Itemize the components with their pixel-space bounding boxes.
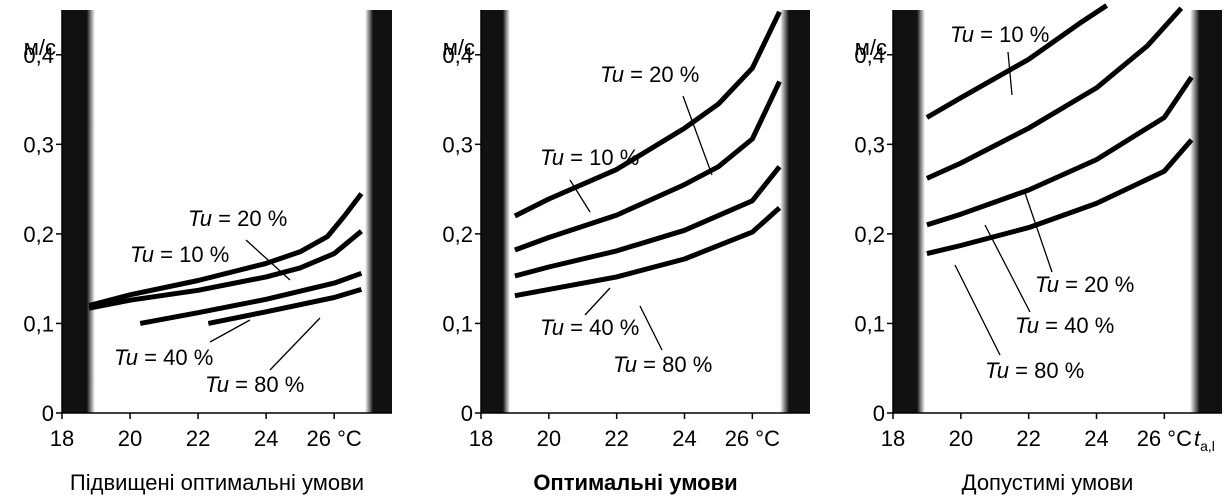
- x-tick-label: 26 °C: [307, 426, 362, 451]
- x-tick-label: 18: [469, 426, 493, 451]
- x-tick-label: 22: [604, 426, 628, 451]
- y-tick-label: 0: [461, 401, 473, 426]
- chart-panel-1: 0 0,1 0,2 0,3 0,4м/с 18 20 22 24 26 °C Tu = 20 % Tu…: [23, 10, 392, 495]
- x-tick-label: 26 °C: [725, 426, 780, 451]
- annotation-leader: [209, 319, 251, 343]
- panel-caption: Допустимі умови: [962, 470, 1134, 495]
- series-line-2: [513, 10, 782, 219]
- x-tick-label: 24: [254, 426, 278, 451]
- right-limit-band: [780, 10, 810, 413]
- series-annotation: Tu = 10 %: [130, 242, 229, 267]
- series-annotation: Tu = 20 %: [1035, 272, 1134, 297]
- annotation-leader: [984, 224, 1031, 313]
- y-unit-label: м/с: [855, 35, 887, 60]
- series-annotation: Tu = 40 %: [1015, 313, 1114, 338]
- series-annotation: Tu = 80 %: [613, 352, 712, 377]
- y-tick-label: 0,2: [442, 222, 473, 247]
- series-line-1: [514, 80, 782, 253]
- y-tick-label: 0,2: [854, 222, 885, 247]
- y-unit-label: м/с: [443, 35, 475, 60]
- annotation-leader: [682, 95, 713, 176]
- y-tick-label: 0,3: [442, 132, 473, 157]
- annotation-leader: [1024, 192, 1053, 273]
- right-limit-band: [1190, 10, 1222, 413]
- series-annotation: Tu = 20 %: [600, 62, 699, 87]
- series-line-3: [514, 165, 782, 279]
- x-tick-label: 18: [50, 426, 74, 451]
- y-tick-label: 0,2: [23, 222, 54, 247]
- annotation-leader: [245, 239, 291, 281]
- x-axis-label: ta,l: [1194, 426, 1215, 454]
- series-line-2: [88, 192, 364, 308]
- x-tick-label: 22: [186, 426, 210, 451]
- y-tick-label: 0: [42, 401, 54, 426]
- series-line-1: [88, 229, 363, 311]
- x-tick-label: 24: [1084, 426, 1108, 451]
- y-tick-label: 0,1: [442, 311, 473, 336]
- y-tick-label: 0,4: [442, 43, 473, 68]
- series-line-1: [925, 3, 1109, 120]
- series-annotation: Tu = 80 %: [205, 372, 304, 397]
- series-line-3: [926, 75, 1194, 228]
- x-tick-label: 20: [118, 426, 142, 451]
- y-tick-label: 0,1: [23, 311, 54, 336]
- series-annotation: Tu = 20 %: [188, 206, 287, 231]
- x-tick-label: 20: [537, 426, 561, 451]
- y-tick-label: 0,1: [854, 311, 885, 336]
- x-tick-label: 20: [949, 426, 973, 451]
- x-tick-label: 26 °C: [1137, 426, 1192, 451]
- annotation-leader: [569, 179, 591, 213]
- chart-panel-2: 0 0,1 0,2 0,3 0,4м/с 18 20 22 24 26 °C Tu = 20 % Tu…: [442, 10, 810, 495]
- series-annotation: Tu = 40 %: [114, 345, 213, 370]
- series-annotation: Tu = 10 %: [950, 22, 1049, 47]
- right-limit-band: [365, 10, 392, 413]
- x-tick-label: 18: [881, 426, 905, 451]
- series-line-4: [207, 287, 363, 326]
- annotation-leader: [639, 305, 663, 351]
- y-tick-label: 0,3: [854, 132, 885, 157]
- y-tick-label: 0,3: [23, 132, 54, 157]
- x-tick-label: 22: [1016, 426, 1040, 451]
- annotation-leader: [1007, 51, 1013, 96]
- y-tick-label: 0: [873, 401, 885, 426]
- series-line-4: [514, 206, 782, 299]
- left-limit-band: [62, 10, 95, 413]
- annotation-leader: [954, 264, 1001, 356]
- series-line-4: [926, 138, 1194, 257]
- y-tick-label: 0,4: [854, 43, 885, 68]
- series-annotation: Tu = 40 %: [540, 315, 639, 340]
- x-tick-label: 24: [672, 426, 696, 451]
- annotation-leader: [269, 317, 321, 371]
- left-limit-band: [893, 10, 925, 413]
- panel-caption: Підвищені оптимальні умови: [70, 470, 364, 495]
- y-tick-label: 0,4: [23, 43, 54, 68]
- panel-caption: Оптимальні умови: [533, 470, 737, 495]
- annotation-leader: [584, 287, 611, 316]
- series-annotation: Tu = 10 %: [540, 145, 639, 170]
- series-annotation: Tu = 80 %: [985, 358, 1084, 383]
- left-limit-band: [481, 10, 510, 413]
- y-unit-label: м/с: [24, 35, 56, 60]
- series-line-3: [139, 270, 363, 326]
- series-line-2: [925, 6, 1184, 181]
- chart-panel-3: 0 0,1 0,2 0,3 0,4м/с 18 20 22 24 26 °C ta,l Tu = 10…: [854, 3, 1222, 495]
